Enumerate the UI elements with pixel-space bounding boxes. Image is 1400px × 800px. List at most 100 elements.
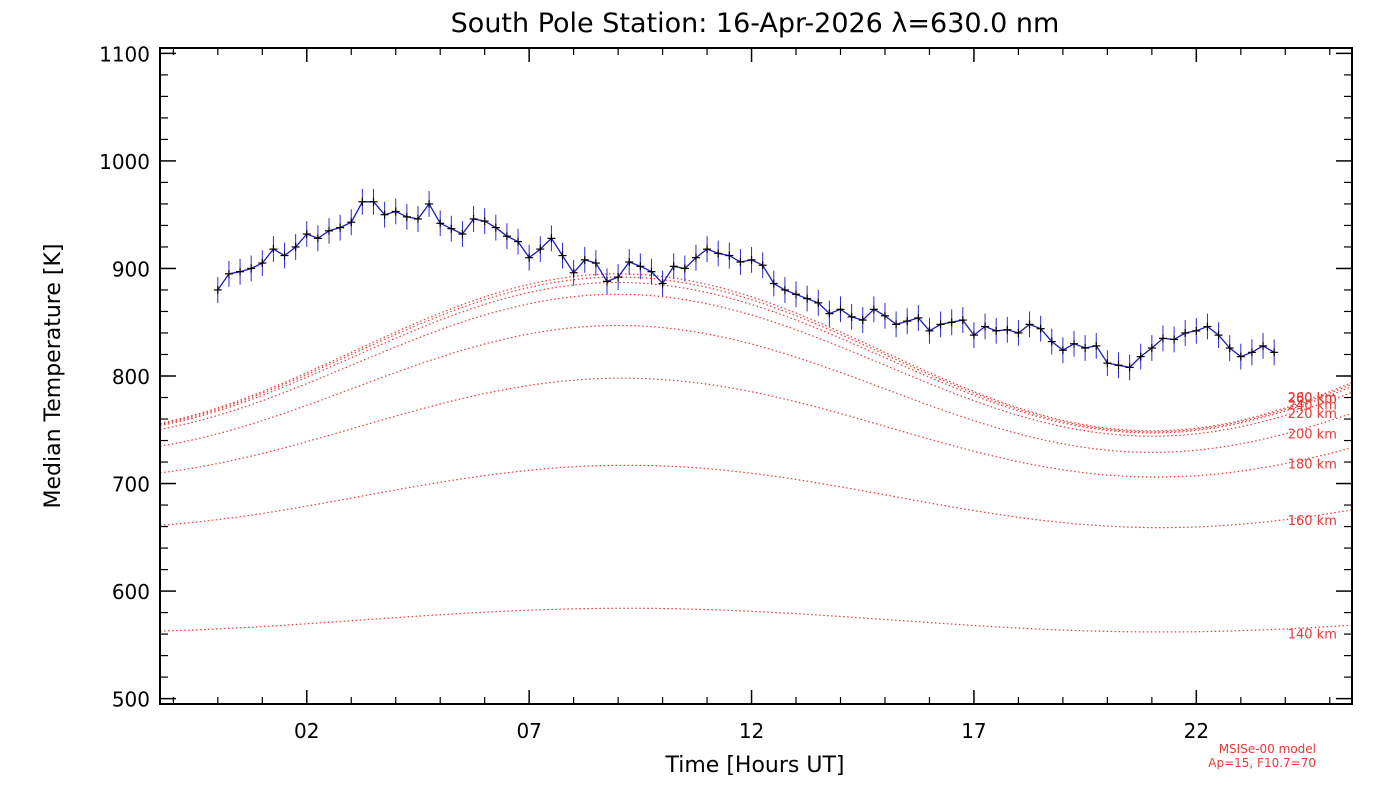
model-curve-label: 160 km [1288,514,1337,529]
model-curve [159,464,1353,529]
data-point [858,316,867,325]
data-point [1003,325,1012,334]
data-point [1070,339,1079,348]
y-tick-label: 600 [112,580,150,604]
data-point [547,234,556,243]
model-curve [159,607,1353,633]
data-point [1259,341,1268,350]
model-curve [159,377,1353,478]
data-point [380,210,389,219]
data-point [569,268,578,277]
x-tick-label: 17 [961,719,986,743]
data-point [680,264,689,273]
x-tick-label: 12 [739,719,764,743]
data-point [291,242,300,251]
model-params-note: Ap=15, F10.7=70 [1208,756,1316,770]
data-point [1081,344,1090,353]
data-point [825,309,834,318]
model-curve-label: 180 km [1288,458,1337,473]
x-axis-label: Time [Hours UT] [665,753,845,778]
data-point [469,214,478,223]
model-curve-label: 220 km [1288,407,1337,422]
data-point [936,320,945,329]
model-curve-label: 260 km [1288,391,1337,406]
data-point [947,318,956,327]
data-point [1114,361,1123,370]
y-tick-label: 500 [112,688,150,712]
data-point [803,294,812,303]
y-tick-label: 700 [112,473,150,497]
data-point [1270,348,1279,357]
data-point [536,245,545,254]
data-point [703,245,712,254]
data-point [425,199,434,208]
data-point [1236,352,1245,361]
data-point [1214,331,1223,340]
data-point [958,316,967,325]
data-point [347,218,356,227]
data-point [302,230,311,239]
data-point [669,262,678,271]
data-point [914,313,923,322]
y-tick-label: 1000 [99,150,150,174]
data-point [1170,335,1179,344]
data-point [525,253,534,262]
data-point [1036,324,1045,333]
data-point [591,259,600,268]
data-point [1136,352,1145,361]
data-point [558,251,567,260]
x-tick-label: 22 [1184,719,1209,743]
data-point [213,285,222,294]
data-point [236,267,245,276]
data-point [280,251,289,260]
model-curve [159,273,1353,432]
data-point [458,230,467,239]
data-point [969,331,978,340]
data-point [836,305,845,314]
y-tick-label: 800 [112,365,150,389]
data-point [502,232,511,241]
data-point [725,251,734,260]
model-curve-label: 140 km [1288,628,1337,643]
model-curve [159,281,1353,434]
data-point [514,237,523,246]
data-point [369,197,378,206]
data-point [391,207,400,216]
data-point [1203,322,1212,331]
data-point [1192,326,1201,335]
data-point [880,311,889,320]
data-point [658,279,667,288]
data-point [892,320,901,329]
model-curve [159,293,1353,437]
data-point [869,305,878,314]
data-point [603,277,611,286]
data-point [1058,346,1067,355]
axis-ticks [160,48,1352,704]
data-point [1147,344,1156,353]
data-point [691,253,700,262]
data-point [1158,334,1167,343]
data-point [636,262,645,271]
data-point [580,255,589,264]
data-point [413,214,422,223]
data-point [714,249,723,258]
data-point [1047,337,1056,346]
data-point [224,269,233,278]
data-point [491,223,500,232]
data-point [1247,348,1256,357]
data-point [1103,359,1112,368]
data-point [247,264,256,273]
data-point [1092,341,1101,350]
model-curve-label: 200 km [1288,428,1337,443]
data-point [402,212,411,221]
x-tick-labels: 02 07 12 17 22 [294,719,1209,743]
data-point [258,259,267,268]
data-point [313,234,322,243]
data-point [814,298,823,307]
model-curves [159,273,1353,633]
data-point [625,258,634,267]
data-point [1225,344,1234,353]
chart-title: South Pole Station: 16-Apr-2026 λ=630.0 … [451,8,1060,39]
